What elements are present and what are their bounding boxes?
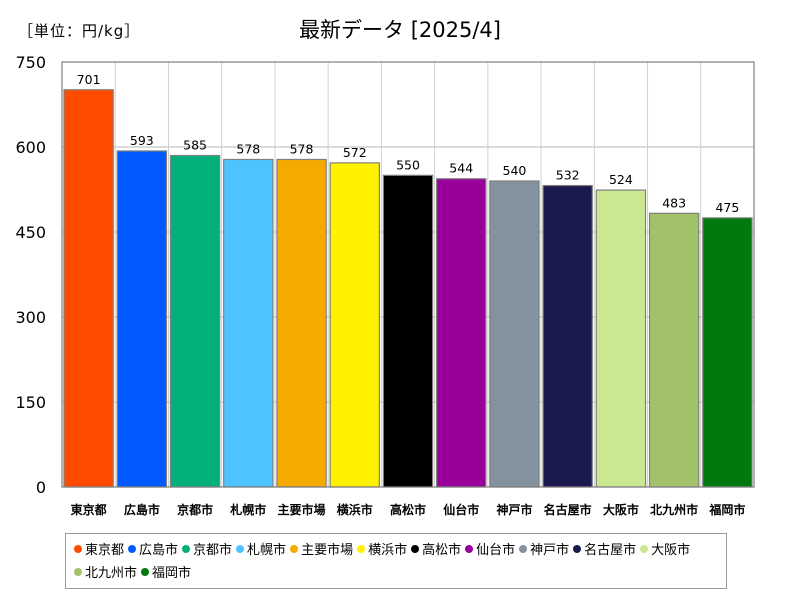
y-tick-label: 300 [15, 308, 46, 327]
legend-swatch [141, 567, 150, 576]
legend-item: 高松市 [411, 537, 461, 560]
bar [223, 158, 274, 488]
legend-label: 北九州市 [85, 566, 138, 581]
legend-item: 仙台市 [465, 537, 515, 560]
value-label: 701 [77, 72, 101, 87]
legend-swatch [573, 544, 582, 553]
legend-label: 福岡市 [152, 566, 192, 581]
legend-label: 高松市 [422, 543, 462, 558]
legend-item: 大阪市 [640, 537, 690, 560]
value-label: 578 [236, 141, 260, 156]
value-label: 593 [130, 133, 154, 148]
legend-swatch [182, 544, 191, 553]
value-label: 585 [183, 138, 207, 153]
bar [169, 154, 221, 488]
legend-swatch [411, 544, 420, 553]
value-label: 540 [503, 163, 527, 178]
legend-label: 大阪市 [651, 543, 691, 558]
y-tick-label: 150 [15, 393, 46, 412]
legend-swatch [357, 544, 366, 553]
bar [276, 158, 327, 488]
value-label: 532 [556, 168, 580, 183]
category-label: 広島市 [124, 502, 160, 517]
bar [116, 150, 168, 488]
legend-swatch [74, 567, 82, 576]
value-label: 572 [343, 145, 367, 160]
category-label: 北九州市 [650, 502, 698, 517]
value-labels: 701 593 585 578 578 572 550 544 540 532 524 483 475 [77, 72, 740, 215]
legend-item: 主要市場 [290, 537, 353, 560]
legend-label: 仙台市 [476, 543, 516, 558]
legend-item: 北九州市 [74, 560, 137, 583]
bar [489, 180, 540, 488]
legend-item: 札幌市 [236, 537, 286, 560]
legend-item: 東京都 [74, 537, 124, 560]
legend-item: 福岡市 [141, 560, 191, 583]
category-label: 福岡市 [708, 502, 745, 517]
value-label: 483 [662, 195, 686, 210]
bar [329, 162, 380, 488]
plot-frame [61, 61, 755, 488]
legend-label: 主要市場 [301, 543, 354, 558]
legend-swatch [519, 544, 528, 553]
legend-item: 名古屋市 [573, 537, 636, 560]
legend-label: 京都市 [193, 543, 233, 558]
legend-swatch [465, 544, 474, 553]
legend-label: 広島市 [139, 543, 179, 558]
bars [63, 89, 753, 488]
chart-title: 最新データ [2025/4] [299, 18, 501, 42]
category-label: 主要市場 [278, 502, 326, 517]
legend-swatch [640, 544, 649, 553]
bar [382, 174, 434, 488]
legend-swatch [128, 544, 137, 553]
legend-swatch [74, 544, 82, 553]
axes: 0 150 300 450 600 750 東京都 広島市 京都市 札幌市 主要市場 横浜市 高松市 仙台… [15, 53, 755, 517]
category-label: 大阪市 [603, 502, 639, 517]
bar [436, 178, 487, 488]
legend-label: 東京都 [85, 543, 125, 558]
category-label: 京都市 [177, 502, 213, 517]
category-label: 横浜市 [337, 502, 373, 517]
bar [595, 189, 647, 488]
legend-item: 広島市 [128, 537, 178, 560]
y-tick-label: 750 [15, 53, 46, 72]
legend-item: 京都市 [182, 537, 232, 560]
legend-item: 横浜市 [357, 537, 407, 560]
legend-label: 神戸市 [530, 543, 570, 558]
unit-label: ［単位：円/kg］ [18, 22, 141, 40]
category-label: 仙台市 [443, 502, 479, 517]
category-label: 神戸市 [496, 502, 532, 517]
legend-swatch [236, 544, 245, 553]
legend-label: 横浜市 [368, 543, 408, 558]
y-tick-label: 450 [15, 223, 46, 242]
category-label: 名古屋市 [544, 502, 592, 517]
bar [648, 212, 700, 488]
bar [702, 217, 753, 488]
value-label: 544 [449, 161, 473, 176]
category-label: 高松市 [390, 502, 426, 517]
value-label: 524 [609, 172, 633, 187]
legend-label: 札幌市 [247, 543, 287, 558]
bar [63, 89, 114, 488]
y-tick-label: 600 [15, 138, 46, 157]
value-label: 578 [290, 141, 314, 156]
legend-item: 神戸市 [519, 537, 569, 560]
value-label: 550 [396, 157, 420, 172]
y-tick-label: 0 [36, 478, 46, 497]
category-label: 札幌市 [229, 502, 266, 517]
bar [542, 184, 593, 488]
value-label: 475 [715, 200, 739, 215]
legend-swatch [290, 544, 299, 553]
legend: 東京都 広島市 京都市 札幌市 主要市場 横浜市 高松市 仙台市 神戸市 名古屋市 大阪市北九州市福… [65, 533, 727, 589]
legend-label: 名古屋市 [584, 543, 637, 558]
category-label: 東京都 [71, 502, 107, 517]
